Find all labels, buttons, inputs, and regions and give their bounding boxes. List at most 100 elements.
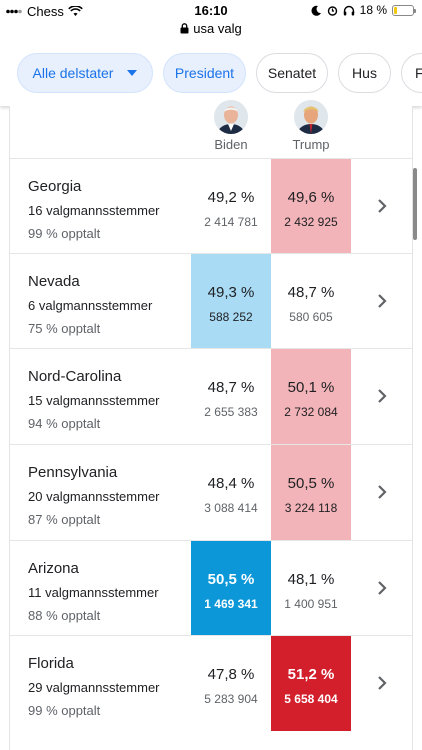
url-bar[interactable]: usa valg	[0, 21, 422, 36]
state-name: Nord-Carolina	[28, 368, 122, 385]
url-domain: usa valg	[193, 21, 242, 36]
state-row[interactable]: Georgia 16 valgmannsstemmer 99 % opptalt…	[10, 158, 412, 254]
trump-votes: 3 224 118	[284, 501, 338, 515]
biden-percent: 48,7 %	[207, 379, 255, 396]
biden-percent: 50,5 %	[207, 571, 255, 588]
trump-percent: 48,7 %	[287, 284, 335, 301]
chip-senate[interactable]: Senatet	[256, 53, 328, 93]
biden-percent: 48,4 %	[207, 475, 255, 492]
filter-chip-bar: Alle delstater President Senatet Hus F	[0, 44, 422, 106]
state-row[interactable]: Arizona 11 valgmannsstemmer 88 % opptalt…	[10, 540, 412, 636]
trump-percent: 49,6 %	[287, 189, 335, 206]
counted-percent: 99 % opptalt	[28, 703, 101, 718]
chevron-right-icon[interactable]	[372, 386, 392, 406]
trump-percent: 48,1 %	[287, 571, 335, 588]
biden-result-cell: 48,4 % 3 088 414	[191, 445, 271, 540]
chevron-right-icon[interactable]	[372, 482, 392, 502]
biden-avatar	[214, 100, 248, 134]
biden-result-cell: 48,7 % 2 655 383	[191, 349, 271, 444]
trump-percent: 50,1 %	[287, 379, 335, 396]
chevron-right-icon[interactable]	[372, 291, 392, 311]
trump-percent: 51,2 %	[287, 666, 335, 683]
electoral-votes: 20 valgmannsstemmer	[28, 489, 160, 504]
biden-percent: 49,3 %	[207, 284, 255, 301]
trump-result-cell: 48,1 % 1 400 951	[271, 541, 351, 636]
status-bar: Chess 16:10 18 %	[0, 0, 422, 22]
biden-result-cell: 50,5 % 1 469 341	[191, 541, 271, 636]
state-name: Georgia	[28, 178, 82, 195]
state-name: Pennsylvania	[28, 464, 118, 481]
state-row[interactable]: Nord-Carolina 15 valgmannsstemmer 94 % o…	[10, 348, 412, 444]
biden-percent: 47,8 %	[207, 666, 255, 683]
headphones-icon	[343, 5, 354, 15]
chip-all-states[interactable]: Alle delstater	[17, 53, 153, 93]
moon-icon	[311, 5, 321, 16]
biden-result-cell: 49,2 % 2 414 781	[191, 159, 271, 254]
trump-votes: 580 605	[289, 310, 333, 324]
chip-president[interactable]: President	[163, 53, 246, 93]
state-name: Nevada	[28, 273, 80, 290]
carrier-group: Chess	[6, 4, 83, 19]
biden-votes: 5 283 904	[204, 692, 258, 706]
state-row[interactable]: Pennsylvania 20 valgmannsstemmer 87 % op…	[10, 444, 412, 540]
lock-icon	[180, 23, 189, 34]
trump-votes: 5 658 404	[284, 692, 338, 706]
scrollbar[interactable]	[413, 168, 417, 240]
chip-president-label: President	[174, 65, 235, 81]
alarm-icon	[327, 5, 337, 16]
biden-votes: 2 414 781	[204, 215, 258, 229]
chevron-right-icon[interactable]	[372, 673, 392, 693]
chevron-right-icon[interactable]	[372, 196, 392, 216]
state-name: Florida	[28, 655, 74, 672]
trump-avatar	[294, 100, 328, 134]
signal-icon	[6, 9, 22, 14]
trump-result-cell: 50,1 % 2 732 084	[271, 349, 351, 444]
biden-votes: 2 655 383	[204, 405, 258, 419]
chip-house-label: Hus	[352, 65, 377, 81]
biden-result-cell: 47,8 % 5 283 904	[191, 636, 271, 731]
electoral-votes: 11 valgmannsstemmer	[28, 585, 159, 600]
counted-percent: 87 % opptalt	[28, 512, 101, 527]
state-row[interactable]: Nevada 6 valgmannsstemmer 75 % opptalt 4…	[10, 253, 412, 349]
trump-result-cell: 51,2 % 5 658 404	[271, 636, 351, 731]
chevron-down-icon	[127, 70, 138, 76]
electoral-votes: 16 valgmannsstemmer	[28, 203, 160, 218]
chevron-right-icon[interactable]	[372, 578, 392, 598]
biden-percent: 49,2 %	[207, 189, 255, 206]
biden-votes: 588 252	[209, 310, 253, 324]
biden-votes: 1 469 341	[204, 597, 258, 611]
results-card: Biden Trump Georgia 16 valgmannsstemmer …	[9, 100, 413, 750]
status-icons: 18 %	[311, 3, 416, 17]
candidate-header-biden: Biden	[191, 100, 271, 152]
counted-percent: 88 % opptalt	[28, 608, 101, 623]
trump-percent: 50,5 %	[287, 475, 335, 492]
trump-votes: 1 400 951	[284, 597, 338, 611]
electoral-votes: 15 valgmannsstemmer	[28, 393, 160, 408]
battery-percent: 18 %	[359, 3, 387, 17]
counted-percent: 99 % opptalt	[28, 226, 101, 241]
state-name: Arizona	[28, 560, 79, 577]
chip-house[interactable]: Hus	[338, 53, 391, 93]
candidate-name-trump: Trump	[292, 137, 330, 152]
counted-percent: 75 % opptalt	[28, 321, 101, 336]
chip-senate-label: Senatet	[267, 65, 317, 81]
trump-result-cell: 50,5 % 3 224 118	[271, 445, 351, 540]
trump-result-cell: 49,6 % 2 432 925	[271, 159, 351, 254]
state-row[interactable]: Florida 29 valgmannsstemmer 99 % opptalt…	[10, 635, 412, 731]
trump-votes: 2 732 084	[284, 405, 338, 419]
chip-partial[interactable]: F	[401, 53, 422, 93]
battery-icon	[392, 4, 416, 16]
biden-result-cell: 49,3 % 588 252	[191, 254, 271, 349]
chip-partial-label: F	[415, 65, 422, 81]
trump-result-cell: 48,7 % 580 605	[271, 254, 351, 349]
electoral-votes: 29 valgmannsstemmer	[28, 680, 160, 695]
candidate-header-trump: Trump	[271, 100, 351, 152]
electoral-votes: 6 valgmannsstemmer	[28, 298, 153, 313]
biden-votes: 3 088 414	[204, 501, 258, 515]
carrier-label: Chess	[27, 4, 64, 19]
counted-percent: 94 % opptalt	[28, 416, 101, 431]
candidate-name-biden: Biden	[214, 137, 248, 152]
chip-all-states-label: Alle delstater	[32, 65, 114, 81]
wifi-icon	[68, 6, 83, 16]
trump-votes: 2 432 925	[284, 215, 338, 229]
